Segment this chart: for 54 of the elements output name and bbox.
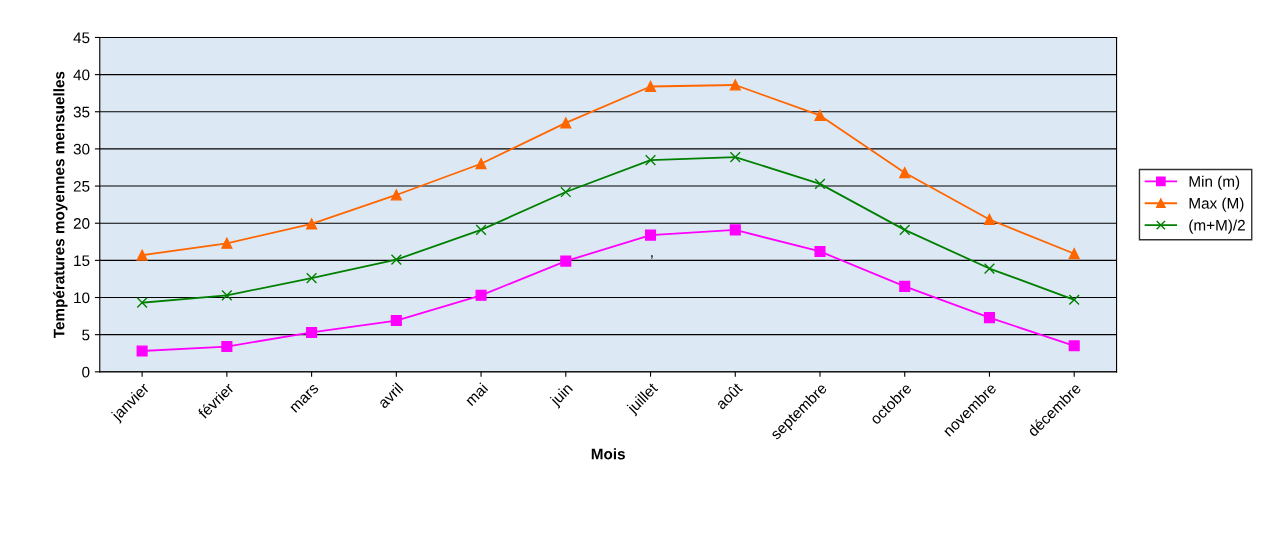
point <box>560 117 572 129</box>
point <box>729 224 741 236</box>
point <box>560 255 572 267</box>
point <box>475 158 487 170</box>
point <box>814 109 826 122</box>
point <box>1068 294 1080 306</box>
point <box>390 189 402 201</box>
y-tick-label: 15 <box>74 255 90 267</box>
legend-label: (m+M)/2 <box>1189 219 1245 234</box>
point <box>983 262 996 275</box>
point <box>644 80 657 93</box>
point <box>475 224 487 236</box>
y-tick-label: 10 <box>74 292 90 304</box>
point <box>983 213 996 226</box>
y-tick-label: 20 <box>73 218 90 229</box>
point <box>814 178 826 190</box>
point <box>306 272 318 284</box>
point <box>899 224 911 236</box>
point <box>390 254 402 266</box>
point <box>983 312 996 324</box>
point <box>814 245 826 258</box>
point <box>1068 248 1080 260</box>
point <box>729 79 741 91</box>
point <box>221 341 233 353</box>
point <box>136 297 148 309</box>
point <box>644 229 657 241</box>
point <box>729 151 741 163</box>
point <box>136 249 148 261</box>
y-tick-label: 30 <box>73 143 90 155</box>
point <box>1068 340 1080 352</box>
y-tick-label: 40 <box>73 69 90 81</box>
point <box>899 167 911 179</box>
x-tick-label: juin <box>548 382 576 409</box>
y-axis-title: Températures moyennes mensuelles <box>53 71 68 339</box>
point <box>390 314 402 327</box>
legend-label: Max (M) <box>1189 197 1244 212</box>
point <box>560 186 572 198</box>
x-tick-label: mai <box>464 382 489 407</box>
y-tick-label: 45 <box>73 32 90 44</box>
legend-label: Min (m) <box>1189 175 1240 190</box>
y-tick-label: 5 <box>82 329 90 341</box>
point <box>475 289 487 301</box>
point <box>136 345 148 357</box>
point <box>306 218 318 230</box>
x-axis-title: Mois <box>591 448 625 460</box>
point <box>644 154 657 166</box>
annotation: , <box>651 255 653 259</box>
y-tick-label: 35 <box>73 106 90 118</box>
point <box>221 289 233 301</box>
point <box>306 326 318 338</box>
point <box>899 280 911 292</box>
y-tick-label: 0 <box>82 366 90 378</box>
point <box>221 237 233 249</box>
y-tick-label: 25 <box>73 180 90 192</box>
